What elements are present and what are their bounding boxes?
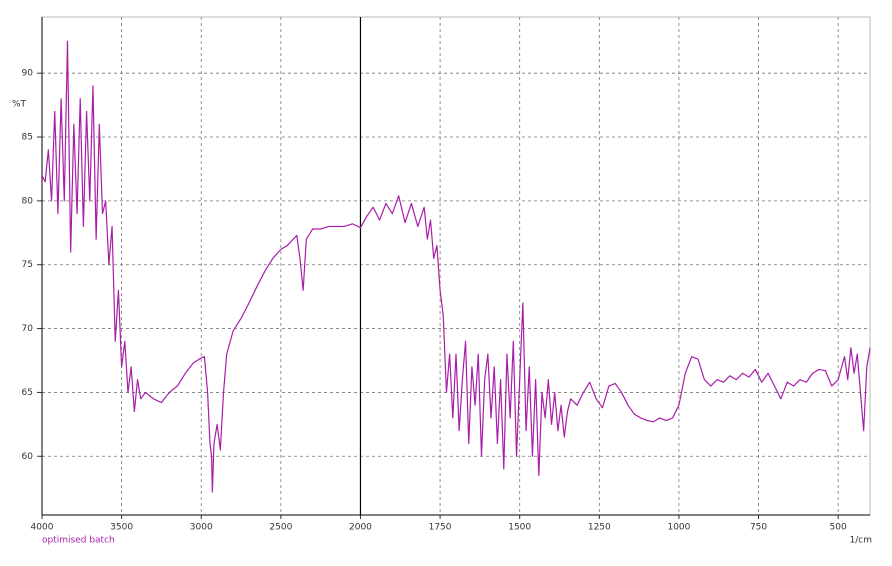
x-tick-label: 1500: [508, 523, 531, 533]
y-axis-label: %T: [12, 100, 27, 110]
y-tick-label: 75: [22, 260, 33, 270]
x-tick-label: 1000: [667, 523, 690, 533]
legend-label: optimised batch: [42, 536, 115, 546]
y-tick-label: 90: [22, 69, 34, 79]
y-tick-label: 70: [22, 324, 34, 334]
x-tick-label: 3000: [190, 523, 213, 533]
x-tick-label: 750: [750, 523, 767, 533]
y-tick-label: 80: [22, 196, 34, 206]
y-tick-label: 85: [22, 133, 33, 143]
spectrum-line: [41, 40, 871, 493]
x-tick-label: 1250: [588, 523, 611, 533]
plot-frame: [41, 16, 871, 516]
x-tick-label: 4000: [31, 523, 54, 533]
x-tick-label: 500: [830, 523, 847, 533]
x-tick-label: 1750: [429, 523, 452, 533]
x-tick-label: 2000: [349, 523, 372, 533]
x-axis-label: 1/cm: [850, 536, 872, 546]
y-tick-label: 65: [22, 388, 33, 398]
x-tick-label: 2500: [269, 523, 292, 533]
x-tick-label: 3500: [110, 523, 133, 533]
y-tick-label: 60: [22, 452, 34, 462]
